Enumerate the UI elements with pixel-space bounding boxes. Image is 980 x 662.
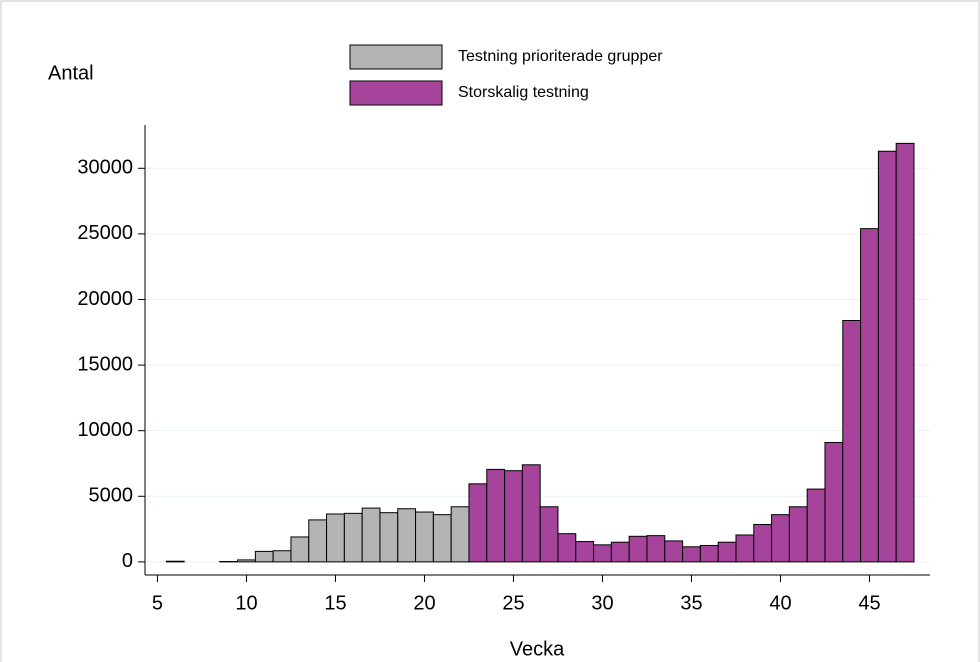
bar bbox=[664, 540, 684, 563]
bar bbox=[771, 514, 790, 563]
y-tick-label: 30000 bbox=[77, 157, 133, 179]
bar bbox=[610, 541, 630, 563]
legend-label: Storskalig testning bbox=[458, 84, 589, 101]
bar bbox=[486, 468, 506, 563]
bar bbox=[361, 507, 381, 563]
x-tick-label: 5 bbox=[152, 592, 163, 614]
x-tick-label: 30 bbox=[591, 592, 613, 614]
y-tick-label: 25000 bbox=[77, 222, 133, 244]
bar bbox=[397, 508, 417, 563]
legend-label: Testning prioriterade grupper bbox=[458, 48, 663, 65]
bar bbox=[504, 470, 523, 563]
bar bbox=[557, 533, 577, 563]
bar bbox=[842, 319, 862, 563]
bar bbox=[575, 541, 595, 563]
bar bbox=[646, 535, 666, 563]
bar bbox=[682, 546, 701, 563]
bar bbox=[272, 550, 292, 563]
bar bbox=[895, 142, 915, 563]
y-axis-label: Antal bbox=[48, 62, 94, 84]
bar bbox=[468, 483, 488, 563]
x-tick-label: 45 bbox=[858, 592, 880, 614]
x-tick-label: 25 bbox=[502, 592, 524, 614]
legend-swatch bbox=[349, 44, 443, 70]
bar bbox=[308, 519, 328, 563]
bar bbox=[165, 560, 185, 563]
bar bbox=[450, 506, 470, 563]
bar bbox=[824, 441, 844, 563]
bar bbox=[539, 506, 559, 563]
bar bbox=[877, 150, 897, 563]
y-tick-label: 5000 bbox=[89, 485, 134, 507]
legend-swatch bbox=[349, 80, 443, 106]
bar bbox=[753, 523, 773, 563]
bar bbox=[699, 544, 719, 563]
bar bbox=[379, 512, 399, 563]
bar bbox=[254, 550, 274, 563]
bar bbox=[628, 535, 648, 563]
bar bbox=[521, 464, 541, 563]
x-tick-label: 35 bbox=[680, 592, 702, 614]
x-tick-label: 15 bbox=[324, 592, 346, 614]
y-tick-label: 20000 bbox=[77, 288, 133, 310]
x-tick-label: 40 bbox=[769, 592, 791, 614]
bar bbox=[326, 513, 345, 563]
bar bbox=[290, 536, 310, 563]
bar bbox=[343, 512, 363, 563]
x-tick-label: 10 bbox=[235, 592, 257, 614]
x-tick-label: 20 bbox=[413, 592, 435, 614]
y-tick-label: 10000 bbox=[77, 419, 133, 441]
x-axis-label: Vecka bbox=[510, 638, 565, 660]
bar bbox=[593, 544, 612, 563]
bar bbox=[415, 511, 434, 563]
bar bbox=[717, 541, 737, 563]
y-tick-label: 0 bbox=[122, 550, 133, 572]
bar bbox=[806, 488, 826, 563]
bar bbox=[735, 534, 755, 563]
bar bbox=[860, 228, 879, 563]
bar bbox=[788, 506, 808, 563]
y-tick-label: 15000 bbox=[77, 353, 133, 375]
bar bbox=[432, 514, 452, 563]
bar bbox=[237, 559, 256, 563]
